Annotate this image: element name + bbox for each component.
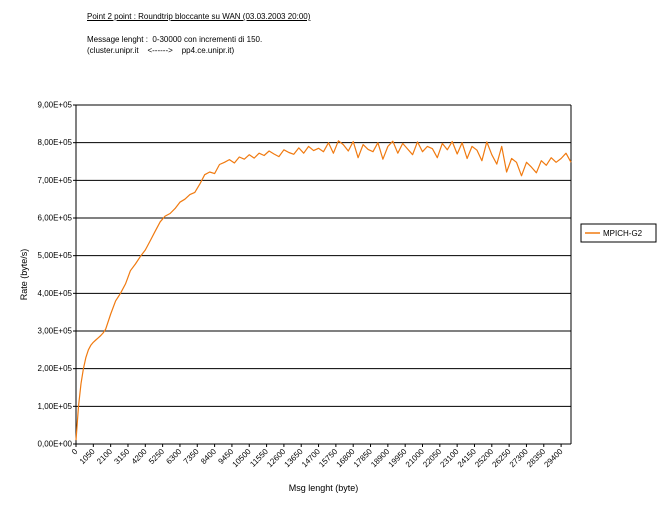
x-tick-label: 10500 (231, 447, 253, 469)
chart-subtitle-message-length: Message lenght : 0-30000 con incrementi … (87, 35, 263, 44)
y-tick-label: 4,00E+05 (38, 289, 73, 298)
x-tick-label: 2100 (95, 447, 114, 466)
x-tick-label: 29400 (542, 447, 564, 469)
x-tick-label: 3150 (112, 447, 131, 466)
x-tick-label: 5250 (147, 447, 166, 466)
y-tick-label: 8,00E+05 (38, 138, 73, 147)
x-tick-label: 8400 (199, 447, 218, 466)
y-tick-label: 5,00E+05 (38, 251, 73, 260)
y-tick-label: 7,00E+05 (38, 176, 73, 185)
y-tick-label: 2,00E+05 (38, 364, 73, 373)
legend-label: MPICH-G2 (603, 229, 643, 238)
y-axis-label: Rate (byte/s) (19, 249, 29, 301)
x-tick-label: 4200 (130, 447, 149, 466)
y-tick-label: 3,00E+05 (38, 327, 73, 336)
legend: MPICH-G2 (580, 223, 657, 243)
chart-subtitle-hosts: (cluster.unipr.it <------> pp4.ce.unipr.… (87, 46, 235, 55)
y-tick-label: 9,00E+05 (38, 101, 73, 110)
y-tick-label: 6,00E+05 (38, 214, 73, 223)
y-tick-label: 0,00E+00 (38, 440, 73, 449)
y-tick-label: 1,00E+05 (38, 402, 73, 411)
series-line-mpich-g2 (75, 140, 572, 441)
x-tick-label: 1050 (78, 447, 97, 466)
x-axis-label: Msg lenght (byte) (289, 483, 359, 493)
x-tick-label: 0 (70, 447, 80, 457)
chart-title: Point 2 point : Roundtrip bloccante su W… (87, 12, 311, 21)
x-tick-label: 6300 (164, 447, 183, 466)
legend-box (580, 223, 657, 243)
x-tick-label: 7350 (182, 447, 201, 466)
